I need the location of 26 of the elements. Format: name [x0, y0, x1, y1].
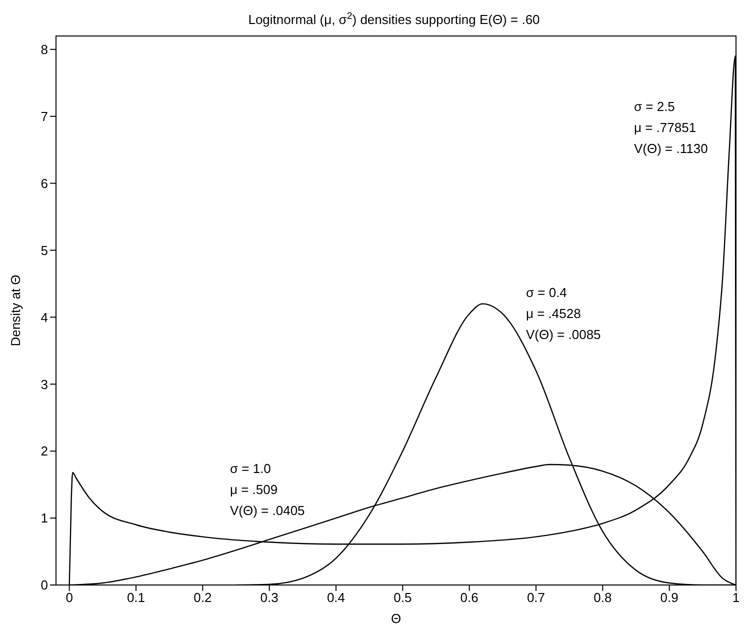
- x-tick-label: 0.8: [594, 590, 612, 606]
- y-tick-label: 5: [40, 242, 48, 258]
- x-tick-label: 0: [66, 590, 73, 606]
- y-tick-label: 2: [40, 444, 48, 459]
- x-axis-title: Θ: [390, 611, 402, 626]
- x-tick-label: 0.9: [660, 590, 678, 606]
- y-axis-title: Density at Θ: [8, 274, 23, 346]
- x-tick-label: 0.3: [260, 590, 278, 606]
- y-tick-label: 8: [40, 42, 48, 58]
- chart-title: Logitnormal (μ, σ$^{2}$) densities supporting E(Θ) = .60: [248, 10, 540, 27]
- x-tick-label: 0.1: [126, 590, 146, 606]
- y-tick-label: 3: [40, 376, 48, 392]
- x-tick-label: 1: [732, 590, 740, 606]
- annotation: σ = 1.0 μ = .509 V(Θ) = .0405: [230, 460, 305, 520]
- annotation: σ = 2.5 μ = .77851 V(Θ) = .1130: [634, 98, 708, 158]
- y-tick-label: 6: [40, 176, 48, 191]
- x-tick-label: 0.4: [326, 590, 346, 606]
- y-tick-label: 1: [40, 510, 48, 526]
- y-tick-label: 0: [40, 578, 48, 593]
- y-tick-label: 7: [40, 108, 48, 124]
- annotation: σ = 0.4 μ = .4528 V(Θ) = .0085: [526, 284, 601, 344]
- y-tick-label: 4: [40, 310, 48, 325]
- x-tick-label: 0.2: [194, 590, 212, 606]
- x-tick-label: 0.5: [394, 590, 412, 606]
- x-tick-label: 0.6: [460, 590, 478, 606]
- x-tick-label: 0.7: [526, 590, 546, 606]
